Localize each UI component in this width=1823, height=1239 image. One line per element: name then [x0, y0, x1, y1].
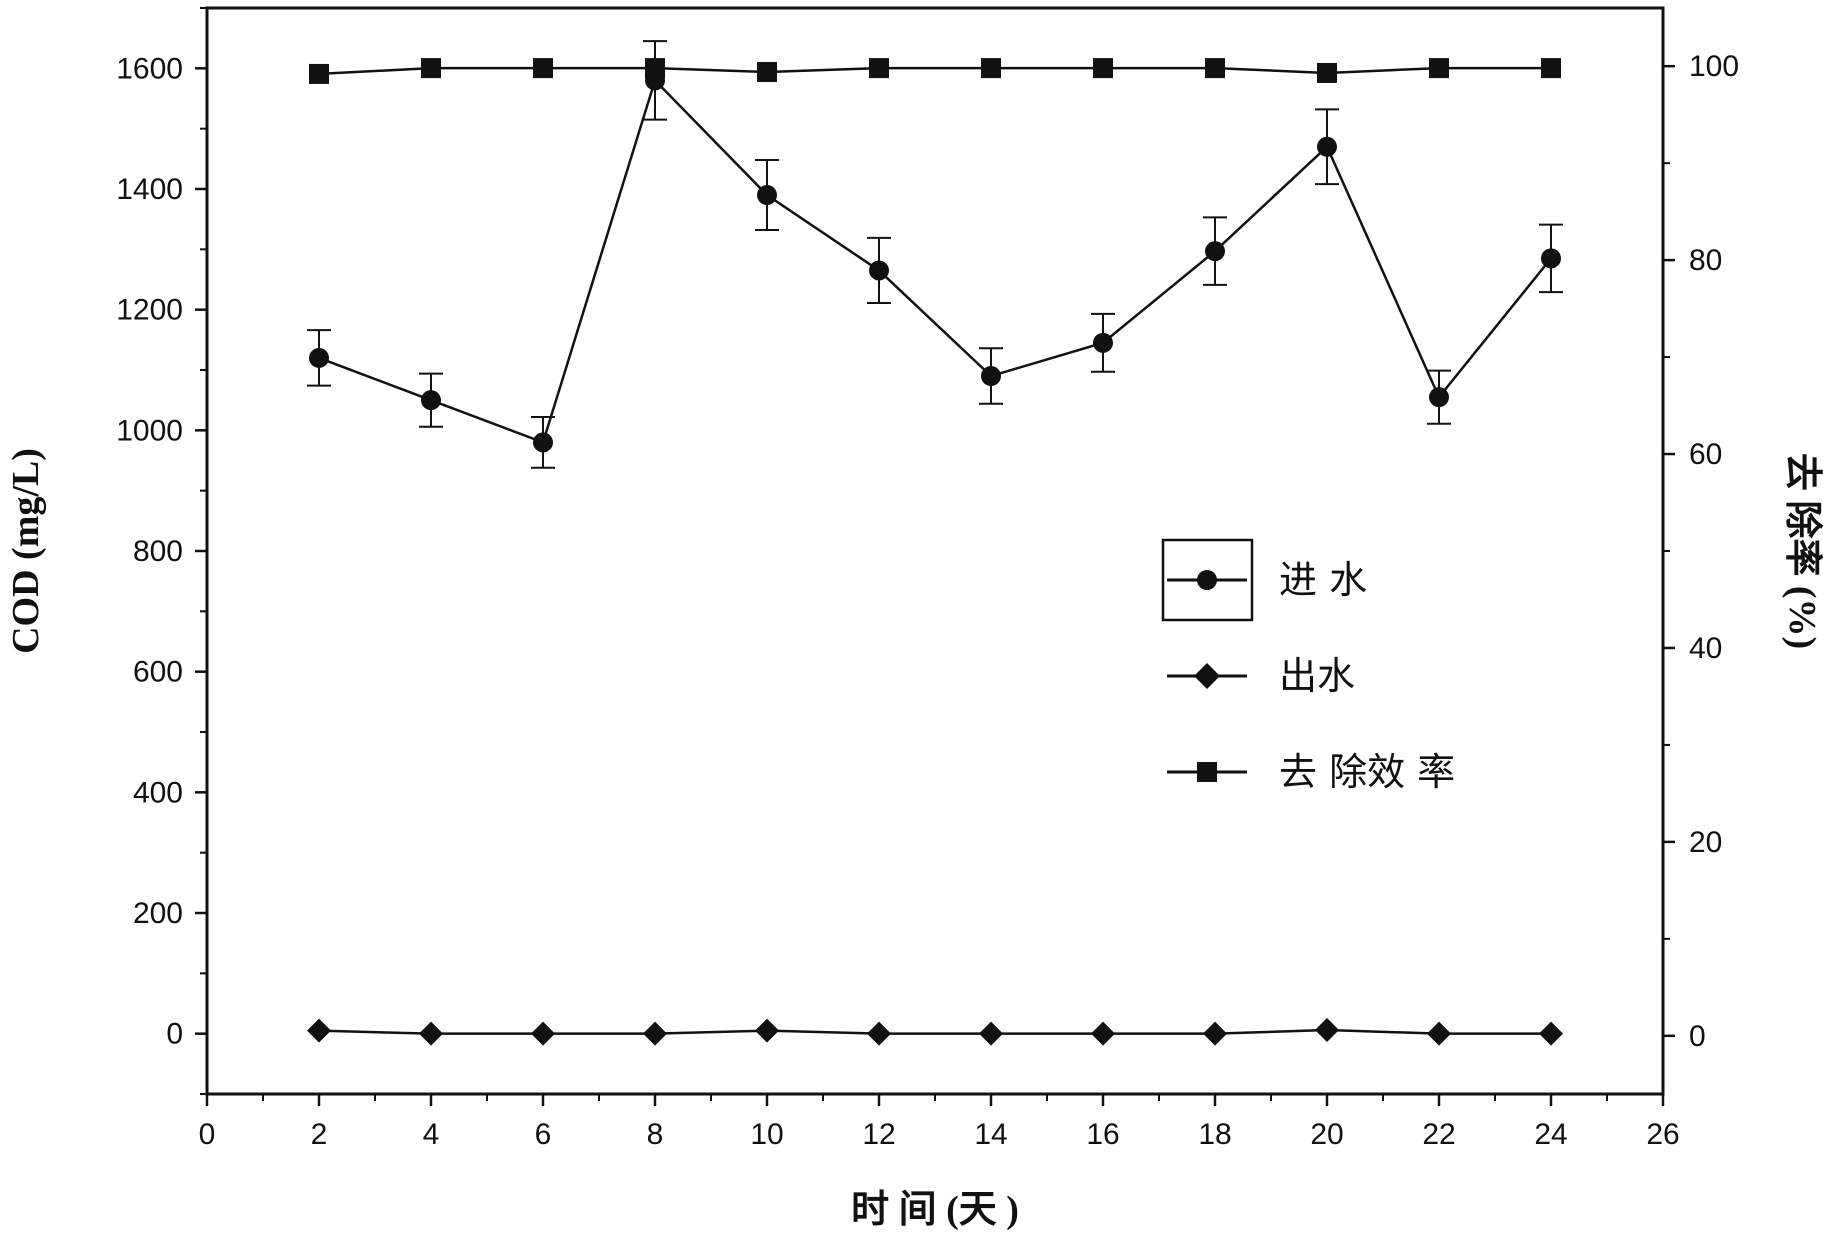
- square-marker: [421, 58, 441, 79]
- ticks-group: 0 2 4 6 8 10 12 14 16 18 20 22 24 2602004006008001000…: [116, 7, 1739, 1151]
- diamond-marker: [1194, 663, 1220, 689]
- y-left-tick-label: 600: [133, 656, 183, 689]
- circle-marker: [1429, 387, 1449, 408]
- diamond-marker: [1539, 1021, 1563, 1046]
- x-tick-label: 16: [1086, 1118, 1119, 1151]
- series-line: [318, 66, 1551, 76]
- circle-marker: [981, 366, 1001, 387]
- x-tick-label: 26: [1646, 1118, 1679, 1151]
- y-axis-right-title: 去 除率 (%): [1781, 453, 1823, 649]
- x-tick-label: 22: [1422, 1118, 1455, 1151]
- series-line: [318, 78, 1552, 445]
- diamond-marker: [755, 1018, 779, 1043]
- diamond-marker: [1427, 1021, 1451, 1046]
- y-right-tick-label: 0: [1689, 1020, 1706, 1053]
- square-marker: [1205, 58, 1225, 79]
- y-left-tick-label: 800: [133, 535, 183, 568]
- circle-marker: [1093, 332, 1113, 353]
- x-tick-label: 6: [535, 1118, 552, 1151]
- legend-item-3: 去 除效 率: [1167, 750, 1455, 794]
- diamond-marker: [1315, 1018, 1339, 1043]
- y-right-tick-label: 40: [1689, 632, 1722, 665]
- y-right-tick-label: 100: [1689, 50, 1739, 83]
- x-tick-label: 4: [423, 1118, 440, 1151]
- legend-label: 进 水: [1279, 558, 1367, 602]
- series-line: [318, 1028, 1551, 1035]
- axes-group: [205, 6, 1665, 1096]
- diamond-marker: [531, 1021, 555, 1046]
- legend-label: 去 除效 率: [1279, 750, 1455, 794]
- square-marker: [1197, 762, 1217, 782]
- legend-item-1: 进 水: [1167, 558, 1367, 602]
- circle-marker: [869, 260, 889, 281]
- x-tick-label: 24: [1534, 1118, 1567, 1151]
- legend-first-entry-box: [1161, 538, 1254, 622]
- series-group: [307, 40, 1563, 1046]
- y-left-tick-label: 400: [133, 776, 183, 809]
- diamond-marker: [979, 1021, 1003, 1046]
- circle-marker: [421, 390, 441, 411]
- legend-label: 出水: [1279, 654, 1355, 698]
- diamond-marker: [643, 1021, 667, 1046]
- square-marker: [533, 58, 553, 79]
- x-tick-label: 18: [1198, 1118, 1231, 1151]
- plot-frame: [205, 6, 1665, 1096]
- diamond-marker: [1091, 1021, 1115, 1046]
- series-1: [307, 40, 1563, 469]
- legend-item-2: 出水: [1167, 654, 1355, 698]
- y-right-tick-label: 20: [1689, 826, 1722, 859]
- x-tick-label: 14: [974, 1118, 1007, 1151]
- x-tick-label: 2: [311, 1118, 328, 1151]
- circle-marker: [1541, 248, 1561, 269]
- y-right-tick-label: 80: [1689, 244, 1722, 277]
- circle-marker: [309, 347, 329, 368]
- y-axis-left-title: COD (mg/L): [5, 448, 47, 654]
- circle-marker: [1205, 241, 1225, 262]
- x-tick-label: 8: [647, 1118, 664, 1151]
- square-marker: [1093, 58, 1113, 79]
- square-marker: [645, 58, 665, 79]
- y-left-tick-label: 0: [166, 1018, 183, 1051]
- circle-marker: [757, 185, 777, 206]
- x-axis-title: 时 间 (天 ): [851, 1189, 1019, 1231]
- y-right-tick-label: 60: [1689, 438, 1722, 471]
- square-marker: [1429, 58, 1449, 79]
- square-marker: [1541, 58, 1561, 79]
- circle-marker: [533, 432, 553, 453]
- diamond-marker: [419, 1021, 443, 1046]
- x-tick-label: 10: [750, 1118, 783, 1151]
- x-tick-label: 12: [862, 1118, 895, 1151]
- diamond-marker: [867, 1021, 891, 1046]
- square-marker: [757, 61, 777, 82]
- y-left-tick-label: 1600: [116, 52, 183, 85]
- square-marker: [309, 63, 329, 84]
- square-marker: [1317, 62, 1337, 83]
- y-left-tick-label: 1400: [116, 173, 183, 206]
- circle-marker: [1197, 570, 1217, 590]
- y-left-tick-label: 1000: [116, 414, 183, 447]
- y-left-tick-label: 1200: [116, 294, 183, 327]
- circle-marker: [1317, 136, 1337, 157]
- square-marker: [869, 58, 889, 79]
- square-marker: [981, 58, 1001, 79]
- x-tick-label: 0: [199, 1118, 216, 1151]
- diamond-marker: [307, 1018, 331, 1043]
- y-left-tick-label: 200: [133, 897, 183, 930]
- series-3: [309, 58, 1561, 84]
- x-tick-label: 20: [1310, 1118, 1343, 1151]
- series-2: [307, 1018, 1563, 1046]
- diamond-marker: [1203, 1021, 1227, 1046]
